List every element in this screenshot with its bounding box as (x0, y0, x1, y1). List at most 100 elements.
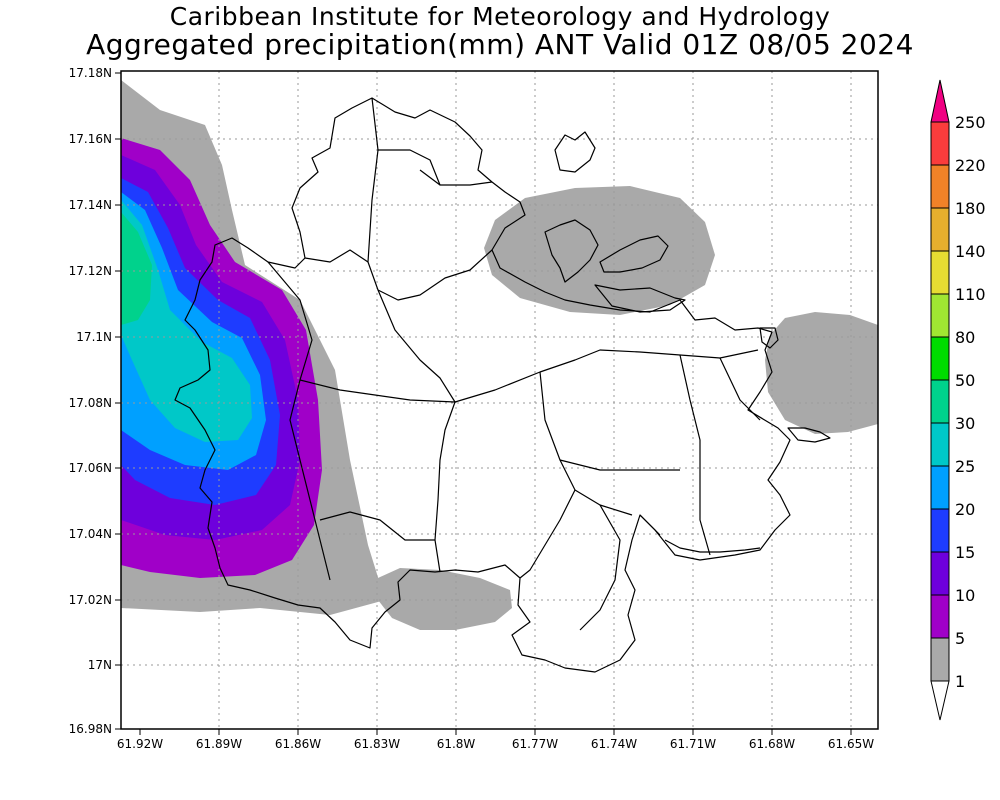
legend-label: 10 (955, 586, 975, 605)
precip-band-1-5-northeast (484, 186, 715, 315)
legend-label: 140 (955, 242, 986, 261)
lon-tick: 61.65W (828, 729, 874, 751)
lat-tick-label: 16.98N (69, 722, 112, 736)
lat-tick: 17.04N (69, 527, 121, 541)
lon-tick: 61.83W (354, 729, 400, 751)
lon-tick-label: 61.65W (828, 737, 874, 751)
parish-boundary (419, 169, 493, 186)
lat-tick-label: 17.1N (76, 330, 112, 344)
precip-band-1-5-south (378, 568, 512, 630)
lat-tick: 16.98N (69, 722, 121, 736)
islet-outline (787, 427, 831, 443)
lat-axis: 17.18N 17.16N 17.14N 17.12N 17.1N 17.08N… (69, 66, 121, 736)
legend-label: 250 (955, 113, 986, 132)
parish-boundary (559, 459, 680, 471)
islet-outline (544, 219, 599, 283)
lon-tick-label: 61.77W (512, 737, 558, 751)
parish-boundary (299, 379, 456, 403)
parish-boundary (454, 349, 759, 403)
lat-tick-label: 17.14N (69, 198, 112, 212)
coast-detail (664, 539, 761, 553)
lat-tick: 17.1N (76, 330, 121, 344)
chart-title: Caribbean Institute for Meteorology and … (169, 2, 831, 31)
lat-tick-label: 17.16N (69, 132, 112, 146)
lon-tick: 61.77W (512, 729, 558, 751)
legend-swatch-50-80 (930, 336, 950, 381)
parish-boundary (377, 289, 456, 573)
legend-swatch-220-250 (930, 121, 950, 166)
islet-outline (554, 131, 596, 173)
parish-boundary (267, 261, 331, 581)
legend-swatch-1-5 (930, 637, 950, 682)
lon-tick: 61.68W (749, 729, 795, 751)
legend-swatch-10-15 (930, 551, 950, 596)
legend-swatch-20-25 (930, 465, 950, 510)
lon-tick-label: 61.68W (749, 737, 795, 751)
lat-tick: 17.14N (69, 198, 121, 212)
islet-outline (599, 235, 669, 273)
legend-label: 110 (955, 285, 986, 304)
lon-tick: 61.8W (437, 729, 476, 751)
island-outline (174, 97, 831, 673)
grid-lines (121, 71, 878, 729)
lon-tick: 61.86W (275, 729, 321, 751)
lon-tick: 61.74W (591, 729, 637, 751)
legend-label: 180 (955, 199, 986, 218)
legend-swatch-5-10 (930, 594, 950, 639)
lon-tick-label: 61.8W (437, 737, 476, 751)
precip-band-30-50 (121, 212, 152, 325)
lat-tick-label: 17.12N (69, 264, 112, 278)
lon-tick-label: 61.92W (117, 737, 163, 751)
legend-swatch-15-20 (930, 508, 950, 553)
parish-boundary (319, 511, 435, 541)
legend-swatch-25-30 (930, 422, 950, 467)
lon-tick-label: 61.89W (196, 737, 242, 751)
lat-tick: 17.16N (69, 132, 121, 146)
lon-tick: 61.89W (196, 729, 242, 751)
legend-label: 50 (955, 371, 975, 390)
legend-label: 30 (955, 414, 975, 433)
lat-tick: 17.02N (69, 593, 121, 607)
lat-tick-label: 17.08N (69, 396, 112, 410)
parish-boundary (579, 504, 621, 631)
legend-swatch-140-180 (930, 207, 950, 252)
parish-boundary (679, 354, 711, 556)
lon-tick-label: 61.83W (354, 737, 400, 751)
parish-boundary (719, 357, 761, 421)
legend-arrow-top (930, 79, 950, 123)
lon-tick-label: 61.71W (670, 737, 716, 751)
lat-tick-label: 17.04N (69, 527, 112, 541)
legend-labels: 250 220 180 140 110 80 50 30 25 20 15 10… (955, 113, 986, 691)
lat-tick: 17N (88, 658, 121, 672)
legend-swatch-30-50 (930, 379, 950, 424)
islet-outline (594, 284, 686, 313)
lat-tick-label: 17.18N (69, 66, 112, 80)
parish-boundary (519, 489, 576, 579)
lat-tick: 17.12N (69, 264, 121, 278)
lat-tick-label: 17.06N (69, 461, 112, 475)
legend-label: 220 (955, 156, 986, 175)
chart-subtitle: Aggregated precipitation(mm) ANT Valid 0… (86, 28, 914, 61)
parish-boundary (304, 249, 369, 263)
lat-tick-label: 17N (88, 658, 112, 672)
lat-tick: 17.18N (69, 66, 121, 80)
legend-swatch-80-110 (930, 293, 950, 338)
legend-swatch-110-140 (930, 250, 950, 295)
lon-tick: 61.92W (117, 729, 163, 751)
precip-band-25-30 (121, 200, 252, 442)
parish-boundary (367, 97, 493, 301)
antigua-coastline (174, 97, 791, 673)
legend-arrow-bottom (930, 680, 950, 721)
legend-label: 15 (955, 543, 975, 562)
legend-label: 80 (955, 328, 975, 347)
legend-label: 1 (955, 672, 965, 691)
parish-boundary (539, 371, 633, 516)
lon-axis: 61.92W 61.89W 61.86W 61.83W 61.8W 61.77W… (117, 729, 874, 751)
color-bar-legend (930, 79, 950, 721)
lon-tick-label: 61.86W (275, 737, 321, 751)
legend-label: 25 (955, 457, 975, 476)
lon-tick: 61.71W (670, 729, 716, 751)
coast-detail (639, 514, 661, 536)
lat-tick-label: 17.02N (69, 593, 112, 607)
